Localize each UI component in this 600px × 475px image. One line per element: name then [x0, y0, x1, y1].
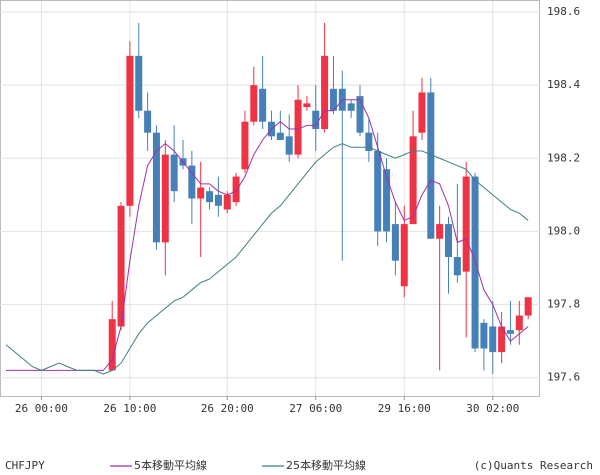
x-tick-label: 29 16:00 — [378, 402, 431, 415]
legend-label: 5本移動平均線 — [134, 458, 207, 472]
candle-body — [400, 224, 408, 287]
y-tick-label: 197.8 — [547, 298, 580, 311]
candle-body — [409, 136, 417, 225]
candle-body — [214, 194, 222, 206]
legend-label: 25本移動平均線 — [286, 458, 366, 472]
candle-body — [471, 176, 479, 349]
candle-body — [383, 169, 391, 232]
candle-body — [223, 194, 231, 210]
y-tick-label: 197.6 — [547, 371, 580, 384]
candle-body — [232, 176, 240, 203]
candle-body — [356, 96, 364, 133]
candle-body — [259, 88, 267, 122]
candle-body — [515, 315, 523, 331]
y-tick-label: 198.2 — [547, 151, 580, 164]
candle-body — [506, 330, 514, 334]
moving-average-line — [5, 143, 529, 375]
candle-body — [365, 132, 373, 151]
candle-body — [117, 205, 125, 327]
candle-body — [445, 224, 452, 258]
x-tick-label: 27 06:00 — [289, 402, 342, 415]
candle-body — [347, 103, 355, 111]
credit: (c)Quants Research — [474, 459, 593, 472]
x-tick-label: 26 10:00 — [103, 402, 156, 415]
y-tick-label: 198.6 — [547, 5, 580, 18]
candle-body — [108, 319, 116, 371]
y-tick-label: 198.4 — [547, 78, 580, 91]
y-tick-label: 198.0 — [547, 224, 580, 237]
x-tick-label: 30 02:00 — [466, 402, 519, 415]
symbol: CHFJPY — [5, 459, 45, 472]
candle-body — [144, 110, 152, 133]
candle-body — [462, 176, 470, 272]
candle-body — [276, 132, 284, 140]
candle-body — [197, 187, 205, 199]
candle-body — [206, 191, 214, 203]
candle-body — [161, 154, 169, 243]
candle-body — [391, 224, 399, 261]
candle-body — [303, 103, 311, 108]
candle-body — [170, 154, 178, 192]
candle-body — [312, 110, 320, 130]
plot-area — [0, 0, 540, 397]
candle-body — [418, 92, 426, 133]
candle-body — [480, 322, 488, 349]
candle-body — [294, 99, 302, 155]
candle-body — [126, 55, 134, 206]
candle-body — [489, 326, 497, 353]
x-tick-label: 26 20:00 — [201, 402, 254, 415]
candle-body — [241, 121, 249, 170]
candle-body — [188, 165, 196, 199]
candle-body — [152, 132, 160, 243]
candle-body — [374, 150, 382, 232]
candle-body — [427, 92, 435, 239]
candle-body — [498, 326, 506, 353]
candle-body — [436, 224, 444, 239]
candle-body — [321, 55, 329, 130]
candle-body — [135, 55, 143, 111]
candle-body — [453, 257, 461, 276]
candle-body — [285, 136, 293, 155]
x-tick-label: 26 00:00 — [15, 402, 68, 415]
candle-body — [250, 85, 258, 122]
candle-body — [524, 297, 532, 316]
candle-body — [329, 88, 337, 111]
